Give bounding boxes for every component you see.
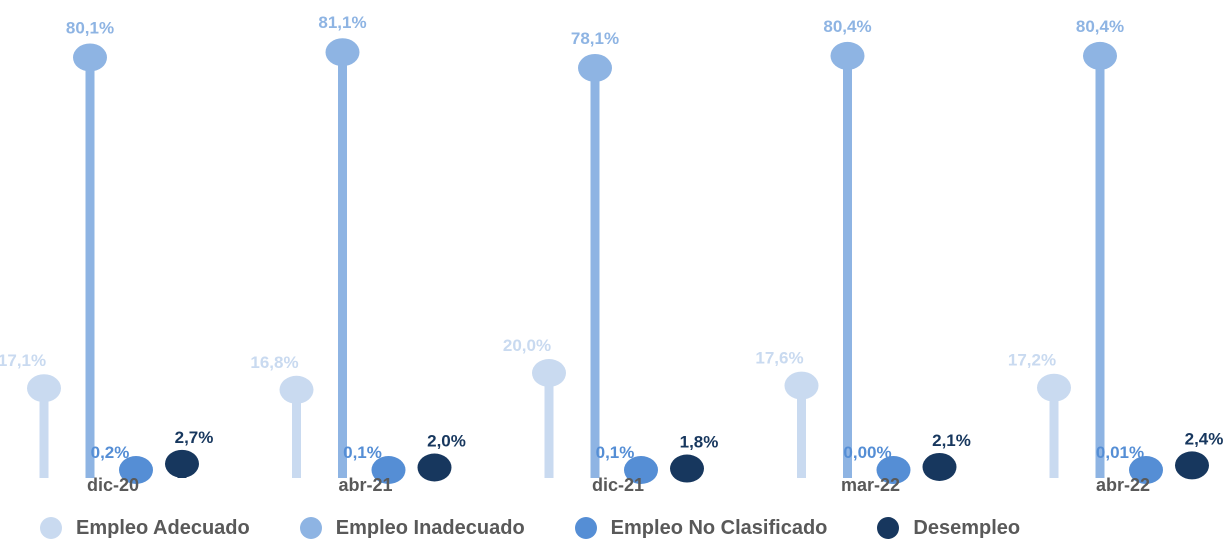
data-label: 0,1% [343,443,382,462]
data-label: 2,4% [1185,429,1224,448]
lollipop-chart: 17,1% 80,1% 0,2% 2,7% dic-20 16,8% 81,1% 0,1% 2,… [0,13,1224,495]
data-label: 0,1% [596,443,635,462]
legend-marker [574,517,597,539]
data-label: 17,2% [1008,351,1056,370]
x-tick-label: abr-22 [1096,475,1150,495]
point [417,453,452,482]
point [325,38,360,67]
legend-item: Empleo No Clasificado [574,516,828,540]
legend-marker [299,517,322,539]
x-tick-label: abr-21 [338,475,392,495]
legend-label: Empleo Adecuado [76,516,250,539]
data-label: 80,4% [1076,17,1124,36]
data-label: 80,4% [823,17,871,36]
point [73,43,107,72]
point [876,456,911,484]
legend: Empleo Adecuado Empleo Inadecuado Empleo N… [40,508,1210,548]
point [27,374,61,403]
data-label: 2,7% [175,428,214,447]
point [119,456,153,484]
data-label: 0,2% [91,443,130,462]
point [371,456,406,484]
data-label: 0,00% [843,443,891,462]
data-label: 17,1% [0,351,46,370]
data-label: 2,0% [427,432,466,451]
data-label: 20,0% [503,336,551,355]
data-label: 78,1% [571,29,619,48]
point [279,375,314,404]
x-tick-label: mar-22 [841,475,900,495]
point [922,452,957,481]
point [624,456,658,484]
point [165,449,199,478]
data-label: 80,1% [66,18,114,37]
legend-marker [40,517,62,539]
point [830,41,865,70]
point [784,371,819,400]
point [1175,451,1209,480]
legend-marker [877,517,900,539]
point [1037,373,1071,402]
point [670,454,704,483]
legend-label: Empleo No Clasificado [610,516,828,539]
x-tick-label: dic-21 [592,475,644,495]
legend-label: Empleo Inadecuado [335,516,525,539]
legend-item: Desempleo [877,517,1020,540]
point [1129,456,1163,484]
data-label: 16,8% [250,353,298,372]
legend-item: Empleo Adecuado [40,517,250,540]
data-label: 0,01% [1096,443,1144,462]
data-label: 1,8% [680,433,719,452]
legend-label: Desempleo [913,516,1021,539]
legend-item: Empleo Inadecuado [299,516,525,540]
x-tick-label: dic-20 [87,475,139,495]
point [532,359,566,387]
data-label: 81,1% [318,13,366,32]
point [1083,41,1117,70]
data-label: 17,6% [755,349,803,368]
data-label: 2,1% [932,431,971,450]
point [578,53,612,82]
